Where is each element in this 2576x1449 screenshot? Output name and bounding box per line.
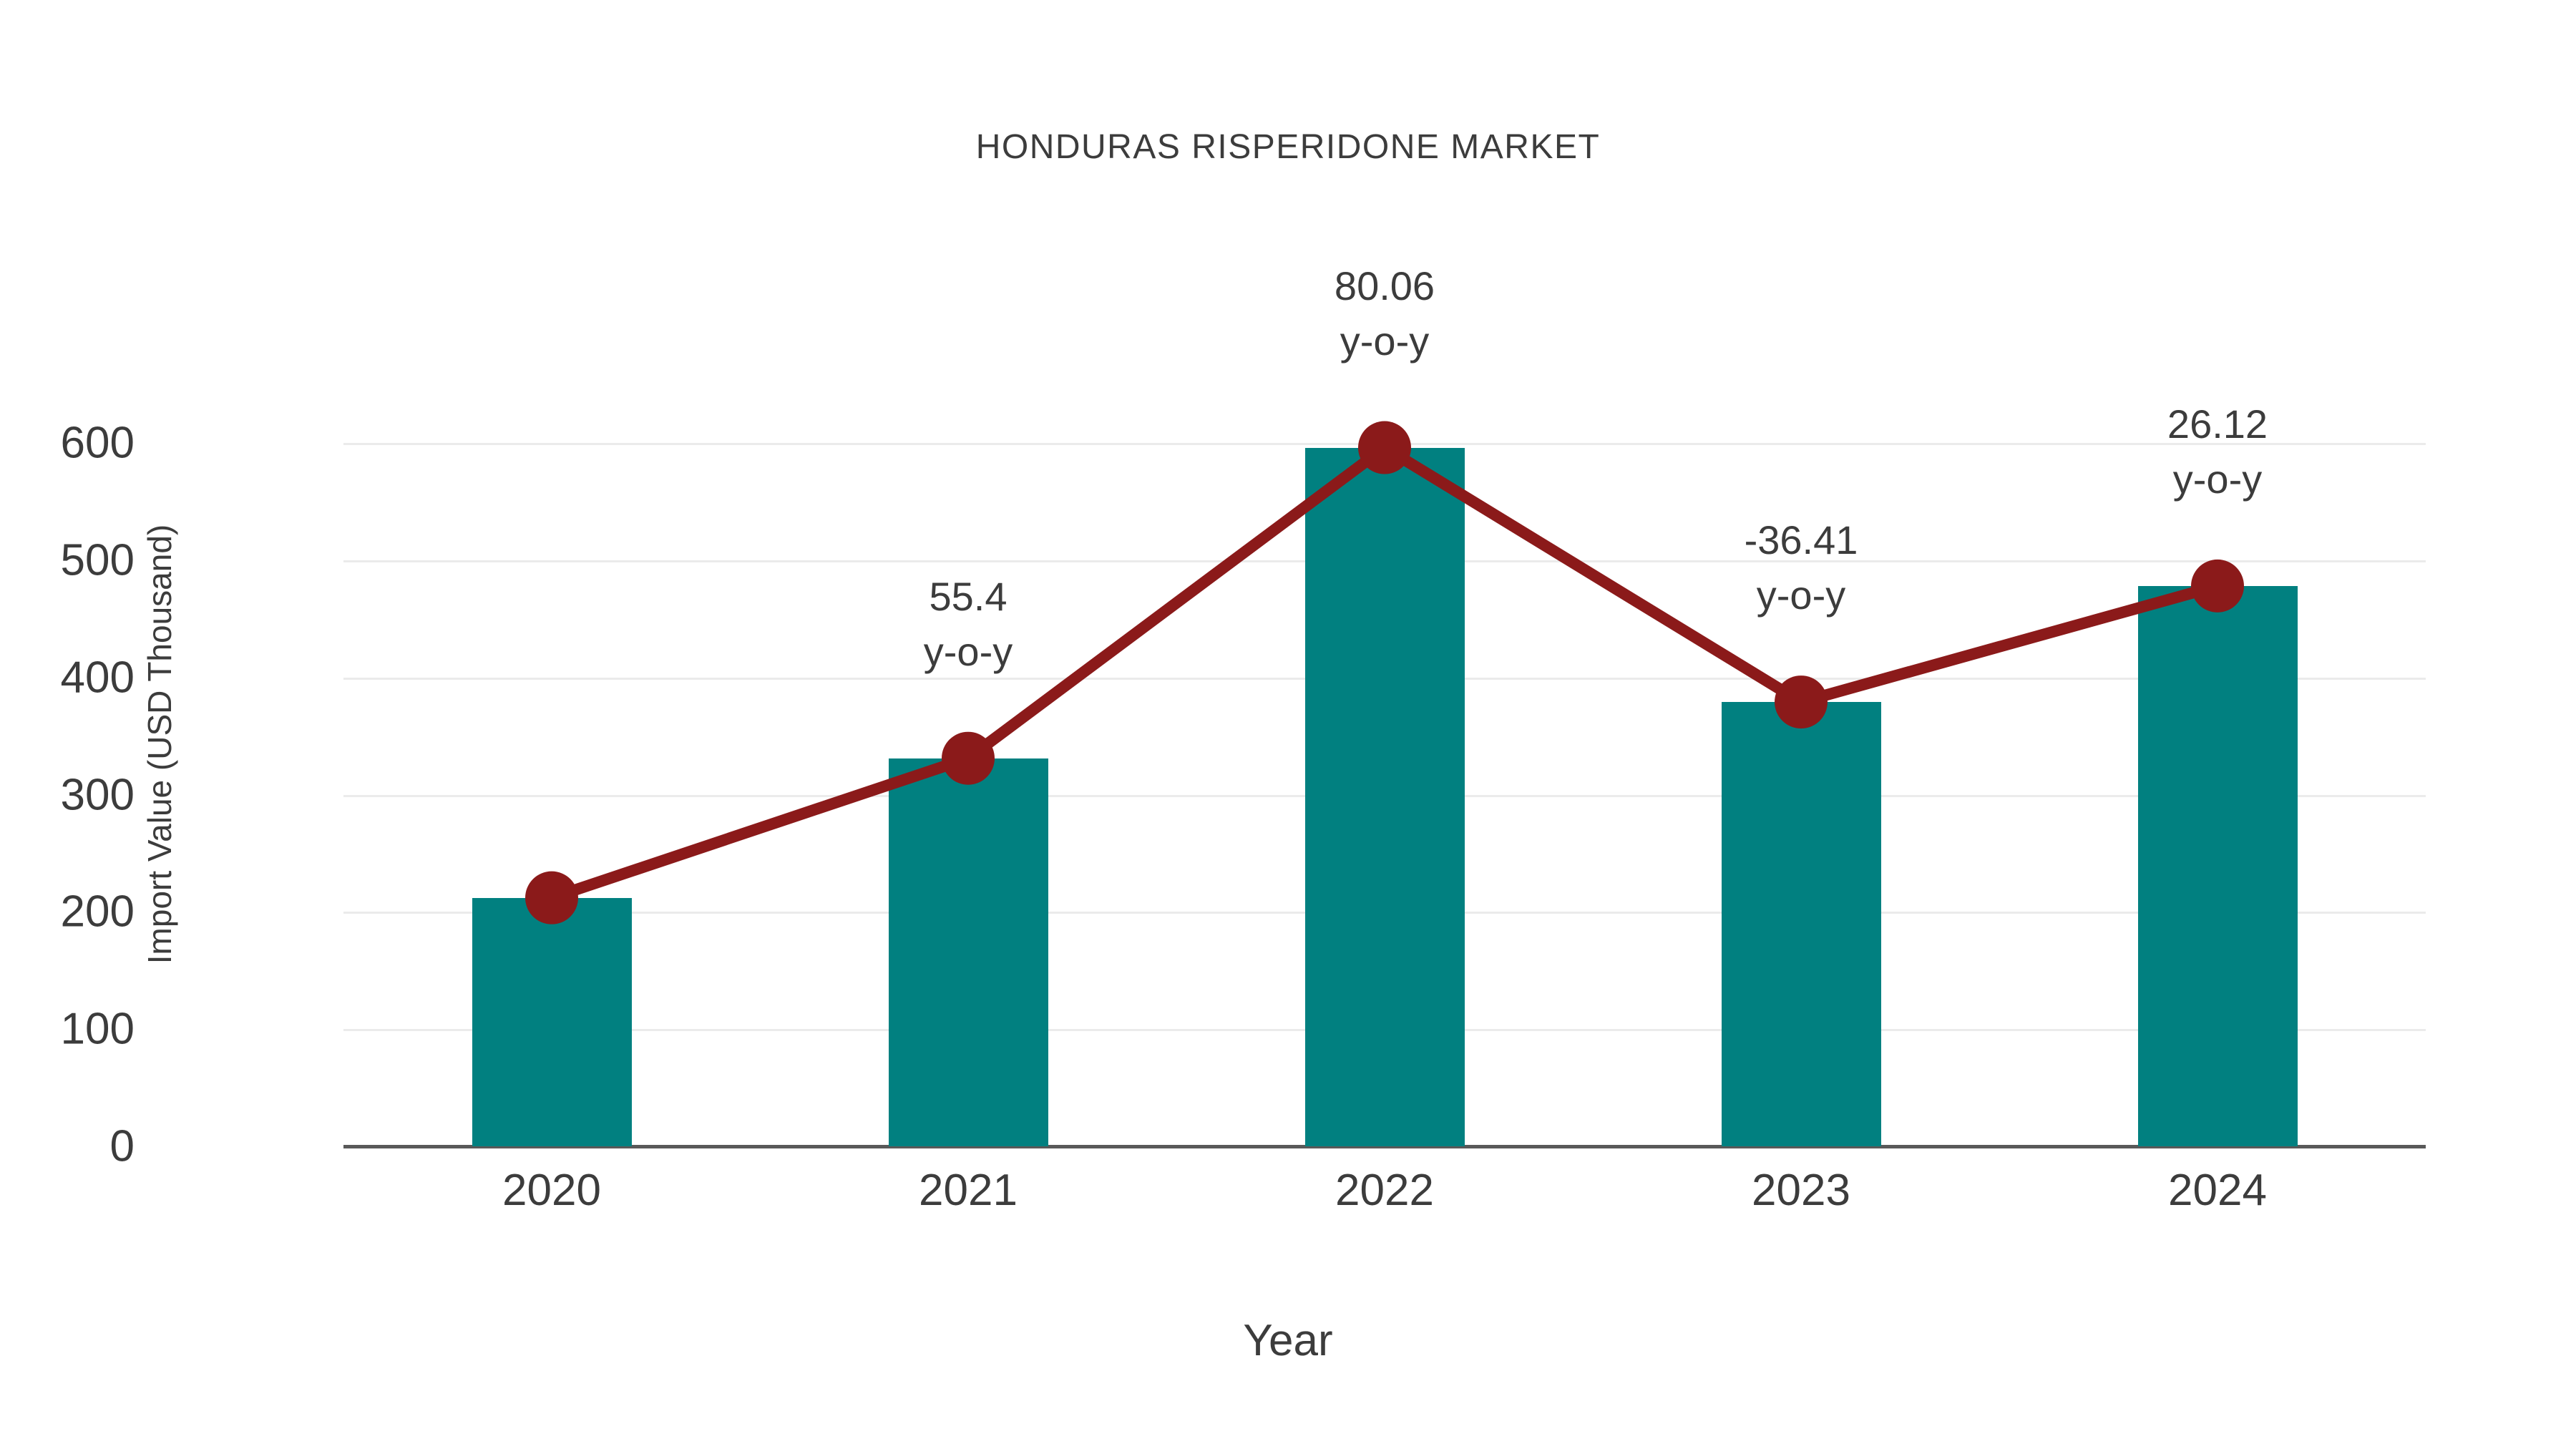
gridline [343, 443, 2426, 445]
bar [472, 897, 632, 1146]
y-tick-label: 400 [60, 653, 135, 703]
yoy-annotation-value: 80.06 [1334, 263, 1435, 308]
y-tick-label: 200 [60, 887, 135, 937]
yoy-annotation-unit: y-o-y [2172, 457, 2263, 502]
y-tick-label: 600 [60, 418, 135, 468]
x-tick-label: 2024 [2168, 1166, 2267, 1215]
bar [1721, 702, 1881, 1146]
y-axis-title: Import Value (USD Thousand) [141, 524, 178, 965]
bar [888, 758, 1048, 1146]
yoy-annotation: -36.41 y-o-y [1745, 512, 1858, 623]
chart-title: HONDURAS RISPERIDONE MARKET [975, 128, 1601, 166]
x-tick-label: 2020 [502, 1166, 601, 1215]
x-axis-title: Year [1243, 1316, 1333, 1365]
yoy-annotation-unit: y-o-y [923, 628, 1013, 674]
x-tick-label: 2021 [919, 1166, 1018, 1215]
y-tick-label: 500 [60, 535, 135, 585]
yoy-annotation: 55.4 y-o-y [924, 569, 1013, 680]
x-axis-line [343, 1145, 2426, 1148]
yoy-annotation-unit: y-o-y [1756, 572, 1846, 618]
bar [2137, 585, 2298, 1146]
yoy-annotation-unit: y-o-y [1340, 318, 1430, 364]
plot-area [343, 443, 2426, 1148]
yoy-annotation: 26.12 y-o-y [2167, 396, 2268, 507]
y-tick-label: 100 [60, 1004, 135, 1054]
yoy-annotation: 80.06 y-o-y [1335, 258, 1435, 369]
y-tick-label: 0 [109, 1121, 135, 1171]
bar [1304, 447, 1465, 1146]
x-tick-label: 2022 [1335, 1166, 1434, 1215]
yoy-annotation-value: 26.12 [2167, 401, 2268, 447]
yoy-annotation-value: 55.4 [929, 573, 1008, 619]
y-tick-label: 300 [60, 770, 135, 819]
yoy-annotation-value: -36.41 [1744, 517, 1858, 563]
x-tick-label: 2023 [1752, 1166, 1850, 1215]
